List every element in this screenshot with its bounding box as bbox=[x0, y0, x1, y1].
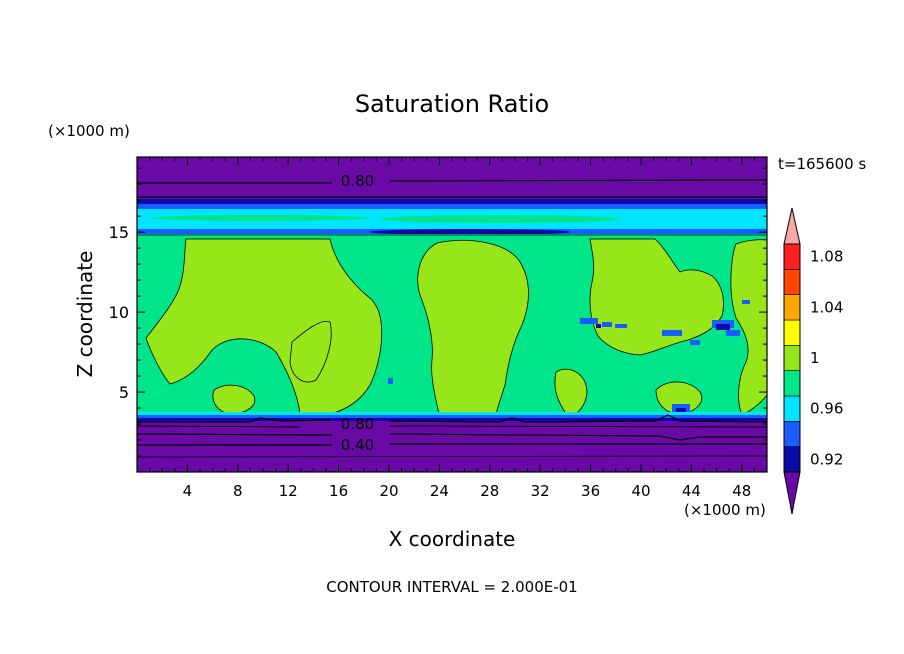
x-tick-label: 12 bbox=[279, 482, 298, 500]
colorbar-label: 1 bbox=[810, 349, 820, 367]
colorbar-frame bbox=[783, 243, 801, 473]
x-unit-label: (×1000 m) bbox=[684, 501, 766, 519]
x-tick-label: 32 bbox=[531, 482, 550, 500]
y-tick-label: 5 bbox=[119, 383, 129, 402]
supersat-region-8 bbox=[212, 384, 256, 415]
x-tick-label: 48 bbox=[732, 482, 751, 500]
colorbar-segment bbox=[783, 269, 801, 295]
colorbar-label: 1.08 bbox=[810, 248, 843, 266]
dry-bottom-region bbox=[137, 421, 767, 472]
colorbar-segment bbox=[783, 345, 801, 371]
y-tick-label: 15 bbox=[109, 223, 129, 242]
y-axis-label: Z coordinate bbox=[73, 251, 97, 378]
upper-band-lens-2 bbox=[380, 215, 620, 223]
contour-label: 0.80 bbox=[341, 172, 374, 190]
upper-band-dark-lens bbox=[370, 229, 570, 235]
contour-lines bbox=[137, 179, 767, 458]
colorbar-segment bbox=[783, 446, 801, 473]
y-unit-label: (×1000 m) bbox=[48, 122, 130, 140]
y-axis-ticks: 5 10 15 bbox=[109, 167, 767, 457]
x-tick-label: 24 bbox=[430, 482, 449, 500]
x-axis-label: X coordinate bbox=[389, 527, 516, 551]
colorbar-label: 0.96 bbox=[810, 400, 843, 418]
y-tick-label: 10 bbox=[109, 303, 129, 322]
colorbar-top-arrow bbox=[783, 207, 801, 245]
chart-title: Saturation Ratio bbox=[355, 90, 549, 118]
x-tick-label: 16 bbox=[329, 482, 348, 500]
x-tick-label: 44 bbox=[682, 482, 701, 500]
colorbar: 0.92 0.96 1 1.04 1.08 bbox=[783, 207, 843, 515]
x-tick-label: 36 bbox=[581, 482, 600, 500]
colorbar-segment bbox=[783, 395, 801, 422]
x-tick-label: 28 bbox=[480, 482, 499, 500]
supersat-region-7 bbox=[655, 381, 703, 415]
contour-field bbox=[137, 157, 767, 472]
supersat-region-1 bbox=[145, 238, 383, 415]
upper-band-blue bbox=[137, 204, 767, 210]
time-label: t=165600 s bbox=[778, 155, 866, 173]
colorbar-segment bbox=[783, 243, 801, 270]
upper-band-dark bbox=[137, 199, 767, 207]
lower-band-dark bbox=[137, 418, 767, 423]
contour-labels: 0.80 0.80 0.40 bbox=[341, 172, 374, 454]
x-tick-label: 8 bbox=[233, 482, 243, 500]
colorbar-label: 1.04 bbox=[810, 298, 843, 316]
colorbar-segment bbox=[783, 319, 801, 346]
x-tick-label: 20 bbox=[379, 482, 398, 500]
colorbar-label: 0.92 bbox=[810, 450, 843, 468]
contour-label: 0.40 bbox=[341, 436, 374, 454]
supersat-region-4 bbox=[730, 239, 767, 416]
colorbar-segment bbox=[783, 294, 801, 321]
x-tick-label: 40 bbox=[631, 482, 650, 500]
upper-band-lens-1 bbox=[150, 215, 370, 221]
colorbar-bottom-arrow bbox=[783, 471, 801, 515]
x-tick-label: 4 bbox=[183, 482, 193, 500]
lower-band-blue bbox=[137, 415, 767, 420]
contour-interval-footer: CONTOUR INTERVAL = 2.000E-01 bbox=[326, 578, 577, 596]
x-axis-ticks: 4 8 12 16 20 24 28 32 36 40 44 48 bbox=[149, 157, 755, 500]
colorbar-segment bbox=[783, 370, 801, 397]
supersat-region-6 bbox=[289, 320, 332, 383]
contour-label: 0.80 bbox=[341, 415, 374, 433]
supersat-region-5 bbox=[554, 368, 588, 415]
supersat-region-2 bbox=[417, 240, 529, 419]
colorbar-segment bbox=[783, 421, 801, 447]
